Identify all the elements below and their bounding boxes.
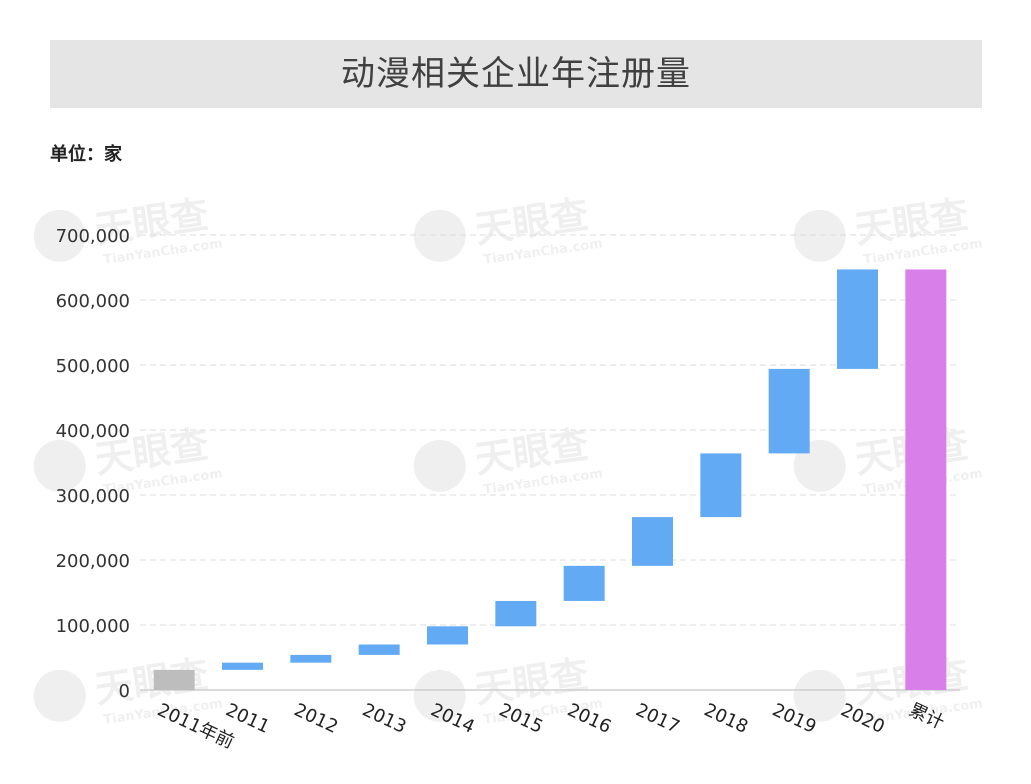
y-axis: 0 100,000 200,000 300,000 400,000 500,000 600,… (56, 226, 130, 702)
bar-2011 (222, 662, 263, 670)
y-tick-label: 400,000 (56, 421, 130, 442)
bar-2013 (358, 644, 400, 655)
title-band: 动漫相关企业年注册量 (50, 40, 982, 108)
bars-layer (153, 269, 947, 690)
bar-2020 (837, 269, 878, 369)
y-tick-label: 300,000 (56, 486, 130, 507)
bar-累计 (905, 269, 947, 690)
unit-label: 单位：家 (50, 144, 122, 165)
bar-2014 (427, 626, 468, 645)
y-tick-label: 100,000 (56, 616, 130, 637)
x-tick-label: 2012 (291, 699, 341, 737)
x-tick-label: 2018 (701, 699, 751, 737)
y-tick-label: 600,000 (56, 291, 130, 312)
y-tick-label: 0 (119, 681, 130, 702)
bar-2017 (632, 517, 673, 566)
bar-2015 (495, 600, 537, 627)
bar-2016 (563, 565, 605, 601)
x-tick-label: 2013 (359, 699, 409, 737)
bar-2012 (290, 654, 332, 663)
bar-2011年前 (153, 669, 195, 690)
y-tick-label: 200,000 (56, 551, 130, 572)
y-tick-label: 500,000 (56, 356, 130, 377)
x-tick-label: 2017 (632, 699, 682, 737)
y-tick-label: 700,000 (56, 226, 130, 247)
bar-2019 (768, 368, 810, 454)
bar-2018 (700, 453, 742, 518)
grid-layer (140, 234, 960, 691)
chart-title: 动漫相关企业年注册量 (341, 54, 691, 94)
